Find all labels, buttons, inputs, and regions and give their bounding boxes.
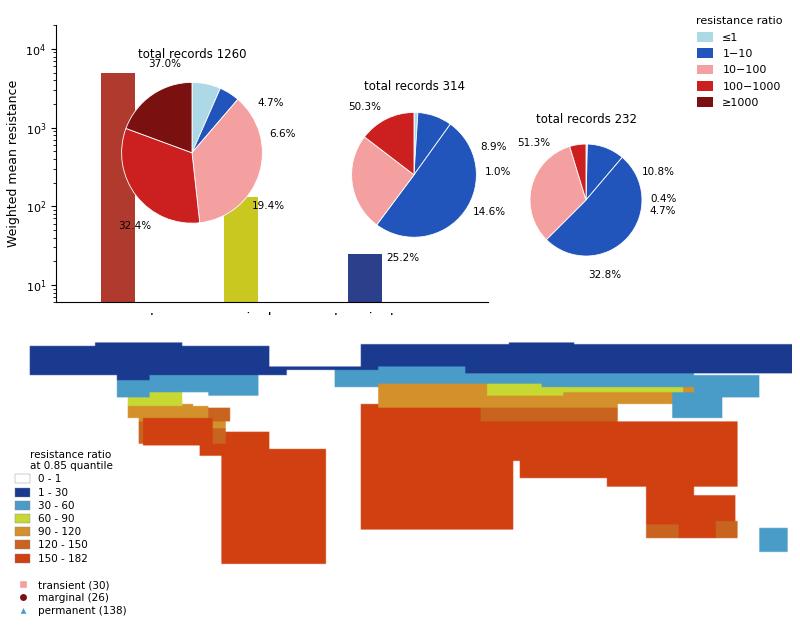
Wedge shape bbox=[126, 83, 192, 153]
Text: 37.0%: 37.0% bbox=[148, 59, 181, 69]
Bar bbox=[101, 72, 134, 630]
Bar bbox=[348, 254, 382, 630]
Title: total records 314: total records 314 bbox=[363, 80, 465, 93]
Wedge shape bbox=[192, 83, 220, 153]
Text: 4.7%: 4.7% bbox=[649, 207, 676, 216]
Text: 51.3%: 51.3% bbox=[517, 138, 550, 148]
Text: 10.8%: 10.8% bbox=[642, 168, 674, 178]
Text: 14.6%: 14.6% bbox=[473, 207, 506, 217]
Wedge shape bbox=[414, 112, 418, 175]
Wedge shape bbox=[586, 144, 622, 200]
Wedge shape bbox=[192, 88, 238, 153]
Wedge shape bbox=[192, 100, 262, 223]
Text: 6.6%: 6.6% bbox=[270, 129, 296, 139]
Wedge shape bbox=[365, 112, 414, 175]
Legend: 0 - 1, 1 - 30, 30 - 60, 60 - 90, 90 - 120, 120 - 150, 150 - 182,  , transient (3: 0 - 1, 1 - 30, 30 - 60, 60 - 90, 90 - 12… bbox=[11, 445, 131, 621]
Text: 0.4%: 0.4% bbox=[650, 194, 677, 204]
Text: 32.8%: 32.8% bbox=[588, 270, 622, 280]
Text: 8.9%: 8.9% bbox=[480, 142, 506, 152]
Wedge shape bbox=[377, 124, 476, 238]
Wedge shape bbox=[122, 129, 200, 223]
Title: total records 1260: total records 1260 bbox=[138, 48, 246, 61]
Title: total records 232: total records 232 bbox=[535, 113, 637, 126]
Text: 50.3%: 50.3% bbox=[348, 102, 381, 112]
Text: 32.4%: 32.4% bbox=[118, 221, 151, 231]
Wedge shape bbox=[414, 113, 450, 175]
Text: 4.7%: 4.7% bbox=[258, 98, 284, 108]
Text: 19.4%: 19.4% bbox=[252, 201, 285, 211]
Bar bbox=[224, 197, 258, 630]
Wedge shape bbox=[352, 137, 414, 225]
Wedge shape bbox=[546, 158, 642, 256]
Text: 1.0%: 1.0% bbox=[485, 167, 511, 177]
Text: 25.2%: 25.2% bbox=[386, 253, 419, 263]
Wedge shape bbox=[570, 144, 586, 200]
Wedge shape bbox=[586, 144, 587, 200]
Legend: ≤1, 1−10, 10−100, 100−1000, ≥1000: ≤1, 1−10, 10−100, 100−1000, ≥1000 bbox=[691, 12, 786, 112]
Wedge shape bbox=[530, 146, 586, 239]
Y-axis label: Weighted mean resistance: Weighted mean resistance bbox=[7, 80, 20, 248]
